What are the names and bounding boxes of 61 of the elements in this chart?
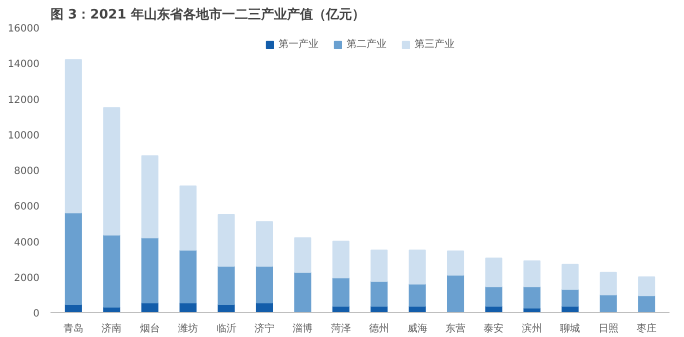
x-tick-label: 德州 [369, 322, 390, 334]
x-tick-label: 威海 [407, 322, 428, 334]
bar [638, 295, 656, 312]
bar [294, 237, 312, 273]
x-tick-label: 济南 [102, 322, 122, 334]
y-tick-label: 14000 [8, 59, 40, 70]
bar [600, 294, 617, 312]
x-tick-label: 烟台 [140, 322, 160, 334]
bar [294, 272, 312, 312]
legend-label: 第二产业 [346, 38, 386, 51]
bar [256, 266, 273, 304]
bar [332, 277, 350, 307]
bar [218, 214, 235, 267]
bar [447, 274, 464, 312]
bar [103, 234, 120, 308]
y-tick-label: 10000 [8, 130, 40, 142]
legend-label: 第三产业 [414, 38, 454, 51]
bar [408, 250, 426, 284]
x-tick-label: 聊城 [560, 322, 580, 334]
x-tick-label: 淄博 [292, 322, 313, 334]
bar [370, 250, 388, 282]
y-tick-label: 0 [33, 308, 40, 320]
bar [600, 272, 617, 296]
bar [103, 107, 120, 236]
x-tick-label: 菏泽 [330, 322, 351, 334]
x-tick-label: 潍坊 [178, 322, 198, 334]
x-tick-label: 青岛 [63, 322, 84, 334]
x-tick-label: 东营 [446, 322, 466, 334]
bar [141, 155, 158, 238]
y-tick-label: 8000 [14, 166, 40, 177]
bar [523, 260, 540, 288]
y-tick-label: 12000 [8, 94, 40, 106]
bar [562, 288, 579, 307]
y-tick-label: 4000 [14, 237, 40, 248]
bar [64, 59, 82, 214]
y-tick-label: 2000 [14, 272, 40, 284]
bar [180, 250, 197, 304]
x-tick-label: 临沂 [216, 322, 236, 334]
chart-title: 图 3：2021 年山东省各地市一二三产业产值（亿元） [50, 6, 365, 22]
bar [485, 258, 502, 288]
bar [141, 237, 158, 304]
legend-label: 第一产业 [278, 38, 318, 51]
bar [256, 221, 273, 267]
y-tick-label: 6000 [14, 202, 40, 213]
x-tick-label: 日照 [598, 324, 618, 334]
bar [638, 276, 656, 296]
bar [408, 284, 426, 307]
x-tick-label: 泰安 [484, 322, 504, 334]
bar [332, 240, 350, 278]
x-tick-label: 济宁 [254, 322, 274, 334]
x-tick-label: 枣庄 [636, 322, 657, 334]
bar [64, 212, 82, 305]
bar [180, 186, 197, 251]
bar [523, 286, 540, 309]
bar [485, 286, 502, 307]
bar [218, 266, 235, 305]
y-tick-label: 16000 [8, 24, 40, 34]
bar [370, 280, 388, 307]
x-tick-label: 滨州 [522, 322, 542, 334]
bar [562, 264, 579, 290]
bar [447, 250, 464, 276]
